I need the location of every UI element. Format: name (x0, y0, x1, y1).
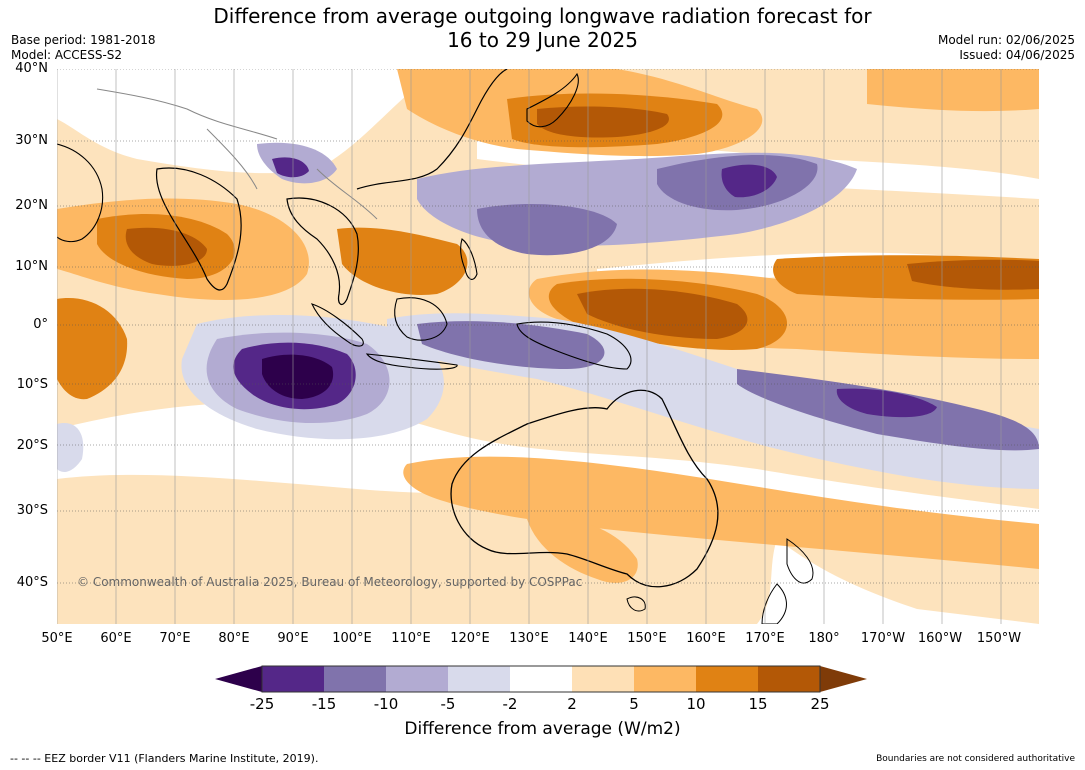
negative-philippine-core (477, 204, 617, 256)
lon-label-150w: 150°W (976, 631, 1022, 646)
title-line-1: Difference from average outgoing longwav… (213, 4, 872, 28)
colorbar-label-25: 25 (810, 695, 830, 713)
india-coastline (155, 167, 242, 291)
colorbar-outline (261, 665, 821, 693)
lat-label-0: 0° (33, 317, 48, 332)
negative-south-pacific-core (836, 388, 937, 418)
lon-label-140e: 140°E (568, 631, 608, 646)
map-canvas (57, 69, 1039, 624)
colorbar-bin-4 (448, 666, 510, 692)
colorbar (215, 665, 867, 693)
olr-anomaly-map (57, 69, 1039, 624)
colorbar-label-5: 5 (629, 695, 639, 713)
colorbar-extend-high (820, 666, 867, 692)
model-run: Model run: 02/06/2025 (937, 33, 1075, 47)
lat-label-30n: 30°N (15, 133, 48, 148)
issued-date: Issued: 04/06/2025 (959, 48, 1075, 62)
lon-label-50e: 50°E (41, 631, 73, 646)
copyright-notice: © Commonwealth of Australia 2025, Bureau… (77, 575, 583, 589)
meta-right: Model run: 02/06/2025 Issued: 04/06/2025 (938, 33, 1075, 63)
positive-japan-core (537, 106, 669, 138)
java-coastline (365, 353, 458, 370)
colorbar-bin-9 (758, 666, 820, 692)
japan-coastline (526, 72, 579, 128)
lon-label-100e: 100°E (332, 631, 372, 646)
lat-label-10s: 10°S (16, 377, 48, 392)
colorbar-bin-5 (510, 666, 572, 692)
negative-east-indian-peak (262, 354, 334, 399)
lat-label-30s: 30°S (16, 503, 48, 518)
lon-label-160e: 160°E (686, 631, 726, 646)
lon-label-120e: 120°E (450, 631, 490, 646)
model-name: Model: ACCESS-S2 (11, 48, 123, 62)
lon-label-150e: 150°E (627, 631, 667, 646)
country-borders (96, 88, 378, 220)
colorbar-label-neg2: -2 (502, 695, 518, 713)
lon-label-170w: 170°W (860, 631, 906, 646)
lat-label-20s: 20°S (16, 438, 48, 453)
lon-label-170e: 170°E (745, 631, 785, 646)
positive-south-pacific-band (403, 456, 1039, 569)
tasmania-coastline (626, 596, 646, 612)
negative-maritime-core (417, 321, 605, 369)
negative-subtropical-peak (721, 164, 777, 198)
base-period: Base period: 1981-2018 (11, 33, 156, 47)
positive-arabian-sea-peak (125, 227, 207, 266)
title-line-2: 16 to 29 June 2025 (447, 28, 638, 52)
colorbar-label-15: 15 (748, 695, 768, 713)
colorbar-bin-2 (324, 666, 386, 692)
positive-north-pacific (867, 69, 1039, 112)
lon-label-180: 180° (808, 631, 840, 646)
neutral-region-sw-pacific (757, 539, 1039, 624)
meta-left: Base period: 1981-2018 Model: ACCESS-S2 (11, 33, 156, 63)
lon-label-80e: 80°E (218, 631, 250, 646)
colorbar-title: Difference from average (W/m2) (404, 719, 681, 739)
meridians (57, 69, 1002, 624)
colorbar-label-10: 10 (686, 695, 706, 713)
map-title: Difference from average outgoing longwav… (0, 4, 1085, 52)
positive-south-china-sea (337, 227, 468, 295)
new-guinea-coastline (516, 321, 632, 370)
colorbar-bin-8 (696, 666, 758, 692)
colorbar-label-2: 2 (567, 695, 577, 713)
positive-equatorial-pacific-peak (577, 288, 748, 339)
colorbar-bin-7 (634, 666, 696, 692)
colorbar-label-neg25: -25 (249, 695, 275, 713)
china-coastline (356, 69, 508, 190)
australia-coastline (450, 389, 719, 588)
colorbar-label-neg10: -10 (373, 695, 399, 713)
indochina-coastline (286, 197, 359, 306)
colorbar-extend-low (215, 666, 262, 692)
lon-label-90e: 90°E (277, 631, 309, 646)
colorbar-bin-3 (386, 666, 448, 692)
colorbar-bin-6 (572, 666, 634, 692)
colorbar-label-neg5: -5 (440, 695, 456, 713)
lat-label-40s: 40°S (16, 575, 48, 590)
lon-label-130e: 130°E (509, 631, 549, 646)
positive-west-indian (57, 298, 128, 400)
lat-label-20n: 20°N (15, 198, 48, 213)
lat-label-10n: 10°N (15, 259, 48, 274)
lat-label-40n: 40°N (15, 61, 48, 76)
borneo-coastline (394, 297, 448, 341)
neutral-region-nw (57, 69, 437, 174)
sumatra-coastline (310, 303, 364, 347)
new-zealand-coastline (761, 538, 814, 624)
colorbar-label-neg15: -15 (311, 695, 337, 713)
boundary-disclaimer: Boundaries are not considered authoritat… (876, 754, 1075, 764)
lon-label-110e: 110°E (391, 631, 431, 646)
colorbar-bin-1 (262, 666, 324, 692)
eez-legend: -- -- -- EEZ border V11 (Flanders Marine… (10, 752, 319, 765)
positive-south-australia (527, 518, 638, 583)
negative-tibet-core (272, 157, 309, 178)
arabia-coastline (57, 143, 104, 243)
lon-label-160w: 160°W (917, 631, 963, 646)
negative-sw-indian (57, 423, 84, 472)
lon-label-70e: 70°E (159, 631, 191, 646)
lon-label-60e: 60°E (100, 631, 132, 646)
